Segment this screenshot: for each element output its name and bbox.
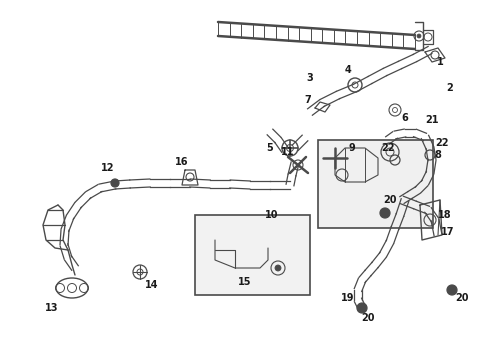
Text: 1: 1 bbox=[437, 57, 443, 67]
Text: 22: 22 bbox=[435, 138, 449, 148]
Circle shape bbox=[275, 265, 281, 271]
Text: 3: 3 bbox=[307, 73, 314, 83]
Text: 10: 10 bbox=[265, 210, 279, 220]
Text: 2: 2 bbox=[446, 83, 453, 93]
Text: 9: 9 bbox=[348, 143, 355, 153]
Circle shape bbox=[447, 285, 457, 295]
Text: 18: 18 bbox=[438, 210, 452, 220]
Bar bbox=[195, 215, 310, 295]
Text: 8: 8 bbox=[435, 150, 441, 160]
Text: 14: 14 bbox=[145, 280, 159, 290]
Text: 12: 12 bbox=[101, 163, 115, 173]
Bar bbox=[318, 140, 433, 228]
Text: 19: 19 bbox=[341, 293, 355, 303]
Text: 7: 7 bbox=[305, 95, 311, 105]
Text: 22: 22 bbox=[381, 143, 395, 153]
Text: 17: 17 bbox=[441, 227, 455, 237]
Circle shape bbox=[111, 179, 119, 187]
Text: 15: 15 bbox=[238, 277, 252, 287]
Text: 6: 6 bbox=[402, 113, 408, 123]
Circle shape bbox=[417, 34, 421, 38]
Text: 20: 20 bbox=[455, 293, 469, 303]
Text: 20: 20 bbox=[361, 313, 375, 323]
Circle shape bbox=[357, 303, 367, 313]
Text: 20: 20 bbox=[383, 195, 397, 205]
Text: 16: 16 bbox=[175, 157, 189, 167]
Text: 13: 13 bbox=[45, 303, 59, 313]
Text: 11: 11 bbox=[281, 147, 295, 157]
Text: 4: 4 bbox=[344, 65, 351, 75]
Text: 5: 5 bbox=[267, 143, 273, 153]
Text: 21: 21 bbox=[425, 115, 439, 125]
Circle shape bbox=[380, 208, 390, 218]
Circle shape bbox=[333, 156, 337, 160]
